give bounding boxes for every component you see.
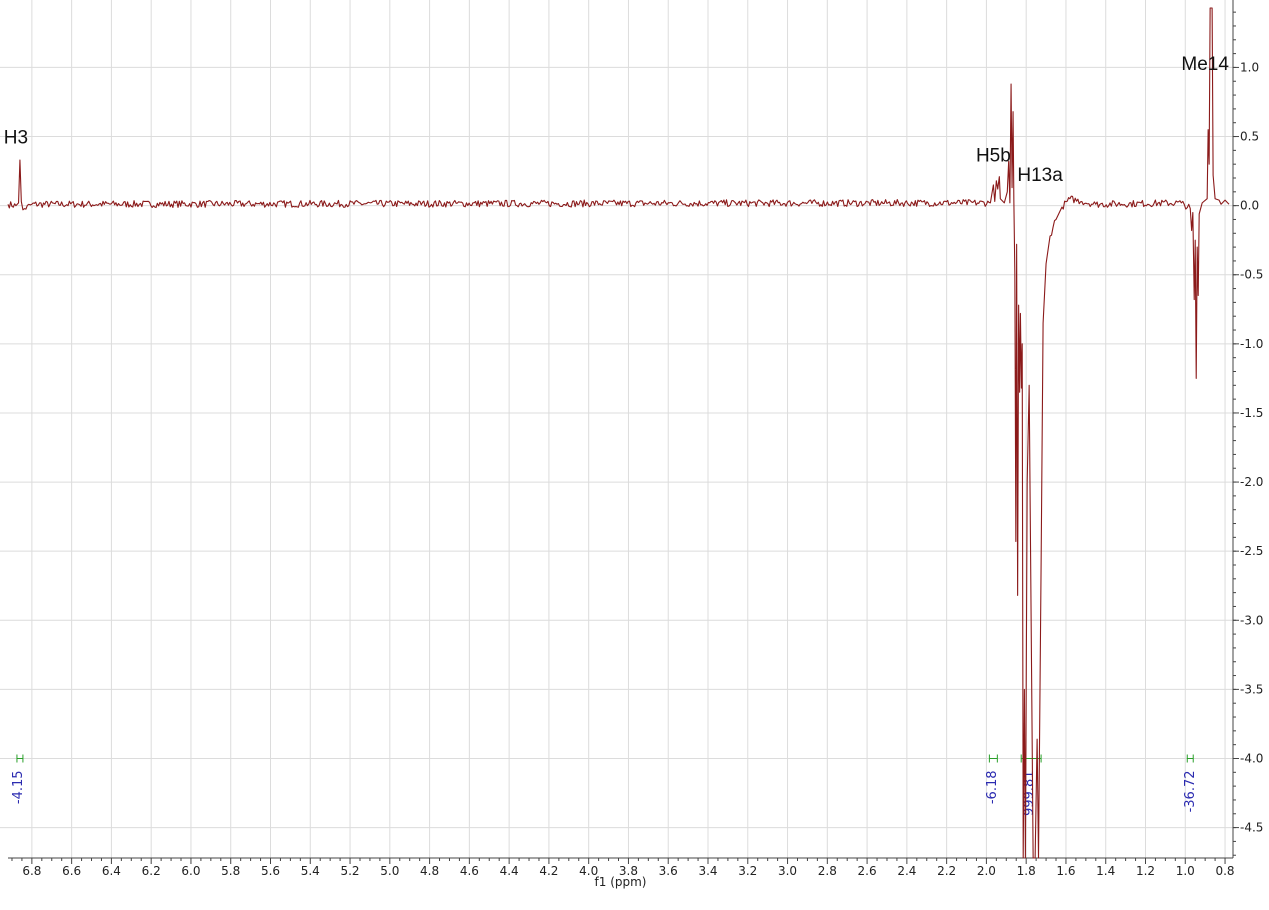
y-tick-label: -2.5 xyxy=(1240,544,1263,558)
peak-label: Me14 xyxy=(1181,54,1229,75)
x-tick-label: 1.2 xyxy=(1136,864,1155,878)
x-tick-label: 3.6 xyxy=(659,864,678,878)
y-tick-label: -3.5 xyxy=(1240,682,1263,696)
y-tick-label: 0.5 xyxy=(1240,130,1259,144)
x-tick-label: 5.0 xyxy=(380,864,399,878)
x-axis: 6.8 6.6 6.4 6.2 6.0 5.8 5.6 5.4 5.2 5.0 4.8 4.6 4.4 4… xyxy=(8,857,1235,878)
x-tick-label: 1.0 xyxy=(1176,864,1195,878)
x-tick-label: 1.4 xyxy=(1096,864,1115,878)
x-axis-title: f1 (ppm) xyxy=(595,875,647,889)
integral-region: -4.15 xyxy=(11,754,26,804)
x-tick-label: 5.8 xyxy=(221,864,240,878)
x-tick-label: 6.2 xyxy=(142,864,161,878)
x-tick-label: 2.6 xyxy=(858,864,877,878)
peak-annotations: H3 H5b H13a Me14 xyxy=(4,54,1230,186)
x-tick-label: 1.8 xyxy=(1017,864,1036,878)
x-tick-label: 5.6 xyxy=(261,864,280,878)
x-tick-label: 0.8 xyxy=(1215,864,1234,878)
integral-value-label: -6.18 xyxy=(985,770,1000,804)
x-tick-label: 3.2 xyxy=(738,864,757,878)
y-tick-label: -0.5 xyxy=(1240,268,1263,282)
x-tick-label: 5.4 xyxy=(301,864,320,878)
x-tick-label: 6.4 xyxy=(102,864,121,878)
x-tick-label: 4.0 xyxy=(579,864,598,878)
spectrum-series xyxy=(7,7,1230,859)
y-tick-label: -1.0 xyxy=(1240,337,1263,351)
integral-value-label: -4.15 xyxy=(11,770,26,804)
x-tick-label: 3.8 xyxy=(619,864,638,878)
x-tick-label: 1.6 xyxy=(1056,864,1075,878)
integral-region: -6.18 xyxy=(985,754,1000,804)
grid xyxy=(0,0,1233,858)
x-tick-label: 3.0 xyxy=(778,864,797,878)
x-tick-label: 4.4 xyxy=(500,864,519,878)
x-tick-label: 2.0 xyxy=(977,864,996,878)
y-tick-label: 1.0 xyxy=(1240,60,1259,74)
spectrum-line xyxy=(7,7,1230,859)
peak-label: H3 xyxy=(4,127,28,148)
peak-label: H13a xyxy=(1017,165,1063,186)
x-tick-label: 6.8 xyxy=(22,864,41,878)
y-tick-label: -2.0 xyxy=(1240,475,1263,489)
y-tick-label: -4.0 xyxy=(1240,751,1263,765)
x-tick-label: 5.2 xyxy=(340,864,359,878)
x-tick-label: 4.2 xyxy=(539,864,558,878)
integrals: -4.15 -6.18 999.81 -36.72 xyxy=(11,754,1198,816)
y-tick-label: 0.0 xyxy=(1240,199,1259,213)
y-tick-label: -3.0 xyxy=(1240,613,1263,627)
x-tick-label: 2.4 xyxy=(897,864,916,878)
y-tick-label: -1.5 xyxy=(1240,406,1263,420)
y-axis: 1.0 0.5 0.0 -0.5 -1.0 -1.5 -2.0 -2.5 -3.0 -3.5 -4.… xyxy=(1232,0,1263,858)
x-tick-label: 4.6 xyxy=(460,864,479,878)
x-tick-label: 6.0 xyxy=(181,864,200,878)
x-tick-label: 4.8 xyxy=(420,864,439,878)
y-tick-label: -4.5 xyxy=(1240,821,1263,835)
x-tick-label: 2.2 xyxy=(937,864,956,878)
x-tick-label: 6.6 xyxy=(62,864,81,878)
x-tick-label: 3.4 xyxy=(698,864,717,878)
peak-label: H5b xyxy=(976,145,1011,166)
integral-region: -36.72 xyxy=(1183,754,1198,812)
x-tick-label: 2.8 xyxy=(818,864,837,878)
integral-value-label: -36.72 xyxy=(1183,770,1198,812)
